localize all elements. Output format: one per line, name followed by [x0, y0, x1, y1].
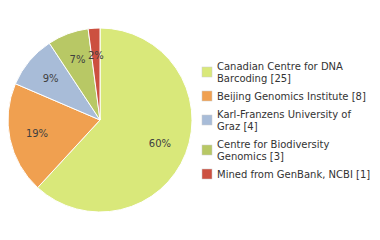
- chart-container: 60% 19% 9% 7%2% Canadian Centre for DNABarco…: [0, 0, 380, 240]
- legend-swatch: [202, 67, 212, 77]
- pie-slice: [88, 28, 100, 120]
- slices: [8, 28, 192, 212]
- legend-swatch: [202, 91, 212, 101]
- data-label: 9%: [43, 73, 59, 84]
- data-label: 2%: [88, 50, 104, 61]
- chart: 60% 19% 9% 7%2% Canadian Centre for DNABarco…: [0, 0, 380, 240]
- legend-swatch: [202, 145, 212, 155]
- legend: Canadian Centre for DNABarcoding [25] Bei…: [202, 61, 370, 180]
- legend-label: Karl-Franzens University ofGraz [4]: [217, 109, 351, 132]
- legend-label: Centre for BiodiversityGenomics [3]: [217, 139, 330, 162]
- legend-label: Canadian Centre for DNABarcoding [25]: [217, 61, 343, 84]
- legend-swatch: [202, 115, 212, 125]
- legend-label: Mined from GenBank, NCBI [1]: [217, 169, 370, 180]
- data-label: 19%: [26, 128, 48, 139]
- data-labels: 60% 19% 9% 7%2%: [26, 50, 171, 149]
- legend-swatch: [202, 169, 212, 179]
- legend-label: Beijing Genomics Institute [8]: [217, 91, 366, 102]
- data-label: 60%: [149, 138, 171, 149]
- data-label: 7%: [70, 54, 86, 65]
